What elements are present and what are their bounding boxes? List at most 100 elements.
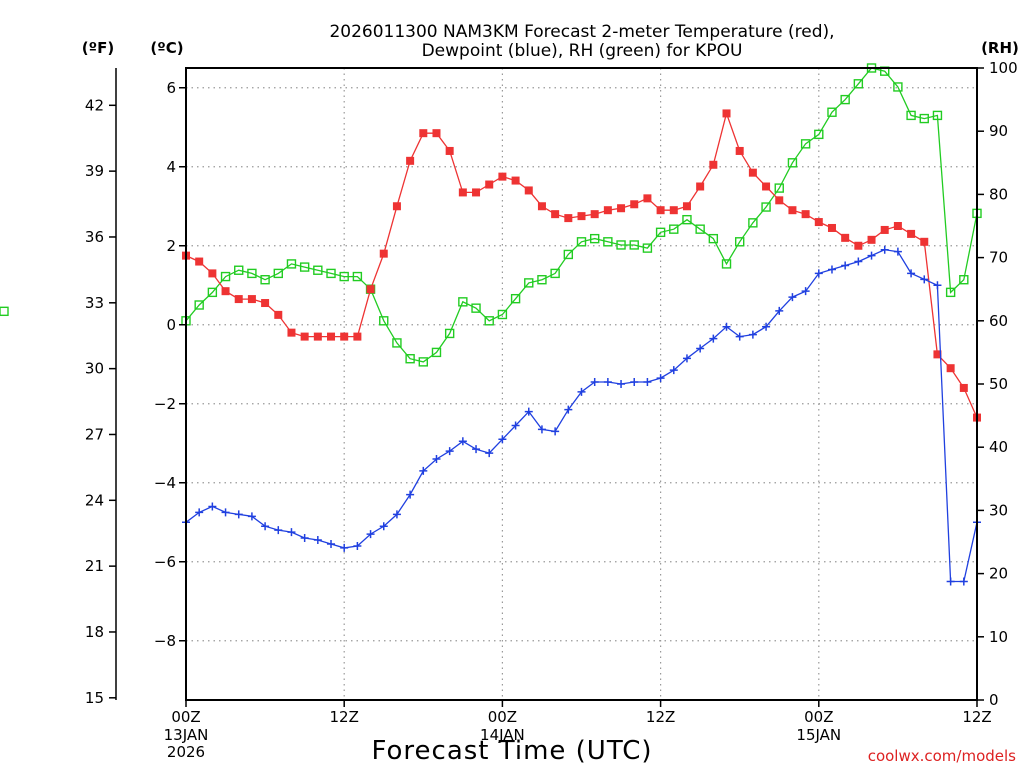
- dewpoint-point: [801, 287, 810, 296]
- temperature-point: [564, 214, 573, 223]
- rh-point: [735, 237, 745, 247]
- temperature-point: [537, 202, 546, 211]
- rh-point: [893, 82, 903, 92]
- temperature-point: [682, 202, 691, 211]
- dewpoint-point: [287, 528, 296, 537]
- temperature-point: [485, 180, 494, 189]
- dewpoint-point: [643, 378, 652, 387]
- rh-tick-label: 0: [989, 691, 999, 709]
- temperature-point: [933, 350, 942, 359]
- fahrenheit-tick-label: 30: [85, 360, 104, 378]
- x-axis-title: Forecast Time (UTC): [371, 736, 652, 766]
- fahrenheit-tick-label: 18: [85, 623, 104, 641]
- rh-tick-label: 90: [989, 122, 1008, 140]
- x-tick-date: 15JAN: [796, 726, 841, 744]
- dewpoint-point: [722, 322, 731, 331]
- temperature-point: [208, 269, 217, 278]
- x-tick-date: 13JAN: [164, 726, 209, 744]
- fahrenheit-tick-label: 24: [85, 491, 104, 509]
- temperature-point: [841, 233, 850, 242]
- temperature-point: [221, 287, 230, 296]
- temperature-point: [406, 156, 415, 165]
- celsius-tick-label: −4: [154, 474, 176, 492]
- chart-title-line2: Dewpoint (blue), RH (green) for KPOU: [422, 41, 743, 61]
- dewpoint-point: [709, 334, 718, 343]
- rh-point: [286, 259, 297, 269]
- temperature-point: [696, 182, 705, 191]
- temperature-point: [445, 146, 454, 155]
- temperature-point: [458, 188, 467, 197]
- rh-point: [550, 268, 560, 279]
- rh-point: [352, 271, 363, 282]
- dewpoint-point: [920, 275, 929, 284]
- dewpoint-point: [564, 405, 573, 414]
- dewpoint-point: [880, 245, 889, 254]
- dewpoint-point: [261, 522, 270, 531]
- fahrenheit-tick-label: 33: [85, 294, 104, 312]
- temperature-point: [313, 332, 322, 341]
- temperature-point: [907, 229, 916, 238]
- dewpoint-point: [603, 378, 612, 387]
- temperature-point: [551, 210, 560, 219]
- x-tick-date: 14JAN: [480, 726, 525, 744]
- rh-tick-label: 40: [989, 438, 1008, 456]
- dewpoint-point: [762, 322, 771, 331]
- chart-title-line1: 2026011300 NAM3KM Forecast 2-meter Tempe…: [329, 22, 834, 42]
- temperature-point: [880, 225, 889, 234]
- temperature-point: [854, 241, 863, 250]
- dewpoint-point: [841, 261, 850, 270]
- rh-point: [326, 268, 336, 279]
- temperature-point: [511, 176, 520, 185]
- rh-point: [392, 338, 402, 348]
- rh-point: [273, 268, 283, 279]
- x-tick-label: 12Z: [330, 708, 359, 726]
- dewpoint-point: [696, 344, 705, 353]
- x-tick-label: 12Z: [962, 708, 991, 726]
- fahrenheit-tick-label: 21: [85, 557, 104, 575]
- temperature-point: [419, 129, 428, 138]
- dewpoint-point: [445, 447, 454, 456]
- rh-point: [708, 233, 719, 244]
- rh-point: [853, 79, 864, 89]
- x-tick-label: 00Z: [804, 708, 833, 726]
- rh-point: [510, 293, 521, 304]
- rh-point: [299, 262, 310, 272]
- dewpoint-point: [300, 534, 309, 543]
- dewpoint-point: [234, 510, 243, 519]
- temperature-point: [893, 222, 902, 230]
- unit-label-fahrenheit: (ºF): [82, 39, 114, 57]
- rh-point: [524, 278, 534, 288]
- rh-line: [185, 67, 978, 363]
- dewpoint-point: [907, 269, 916, 278]
- rh-point: [840, 94, 850, 105]
- dewpoint-point: [933, 281, 942, 290]
- celsius-tick-label: 6: [166, 79, 176, 97]
- rh-point: [761, 202, 771, 212]
- rh-point: [194, 300, 204, 310]
- dewpoint-point: [946, 577, 955, 586]
- x-tick-year: 2026: [167, 743, 205, 761]
- temperature-point: [959, 383, 968, 392]
- series-layer: [0, 64, 982, 586]
- dewpoint-point: [208, 502, 217, 511]
- dewpoint-point: [472, 445, 481, 454]
- temperature-point: [827, 223, 836, 232]
- dewpoint-point: [392, 510, 401, 519]
- celsius-tick-label: 0: [166, 316, 176, 334]
- temperature-point: [748, 168, 757, 177]
- dewpoint-point: [788, 293, 797, 302]
- dewpoint-point: [511, 421, 520, 430]
- rh-tick-label: 50: [989, 375, 1008, 393]
- rh-point: [418, 357, 428, 367]
- rh-point: [827, 107, 837, 117]
- unit-label-rh: (RH): [981, 39, 1019, 57]
- temperature-point: [643, 194, 652, 203]
- unit-label-celsius: (ºC): [150, 39, 183, 57]
- dewpoint-point: [498, 435, 507, 444]
- rh-tick-label: 20: [989, 565, 1008, 583]
- temperature-point: [867, 235, 876, 244]
- rh-point: [497, 309, 508, 320]
- temperature-point: [472, 188, 481, 197]
- fahrenheit-tick-label: 15: [85, 689, 104, 707]
